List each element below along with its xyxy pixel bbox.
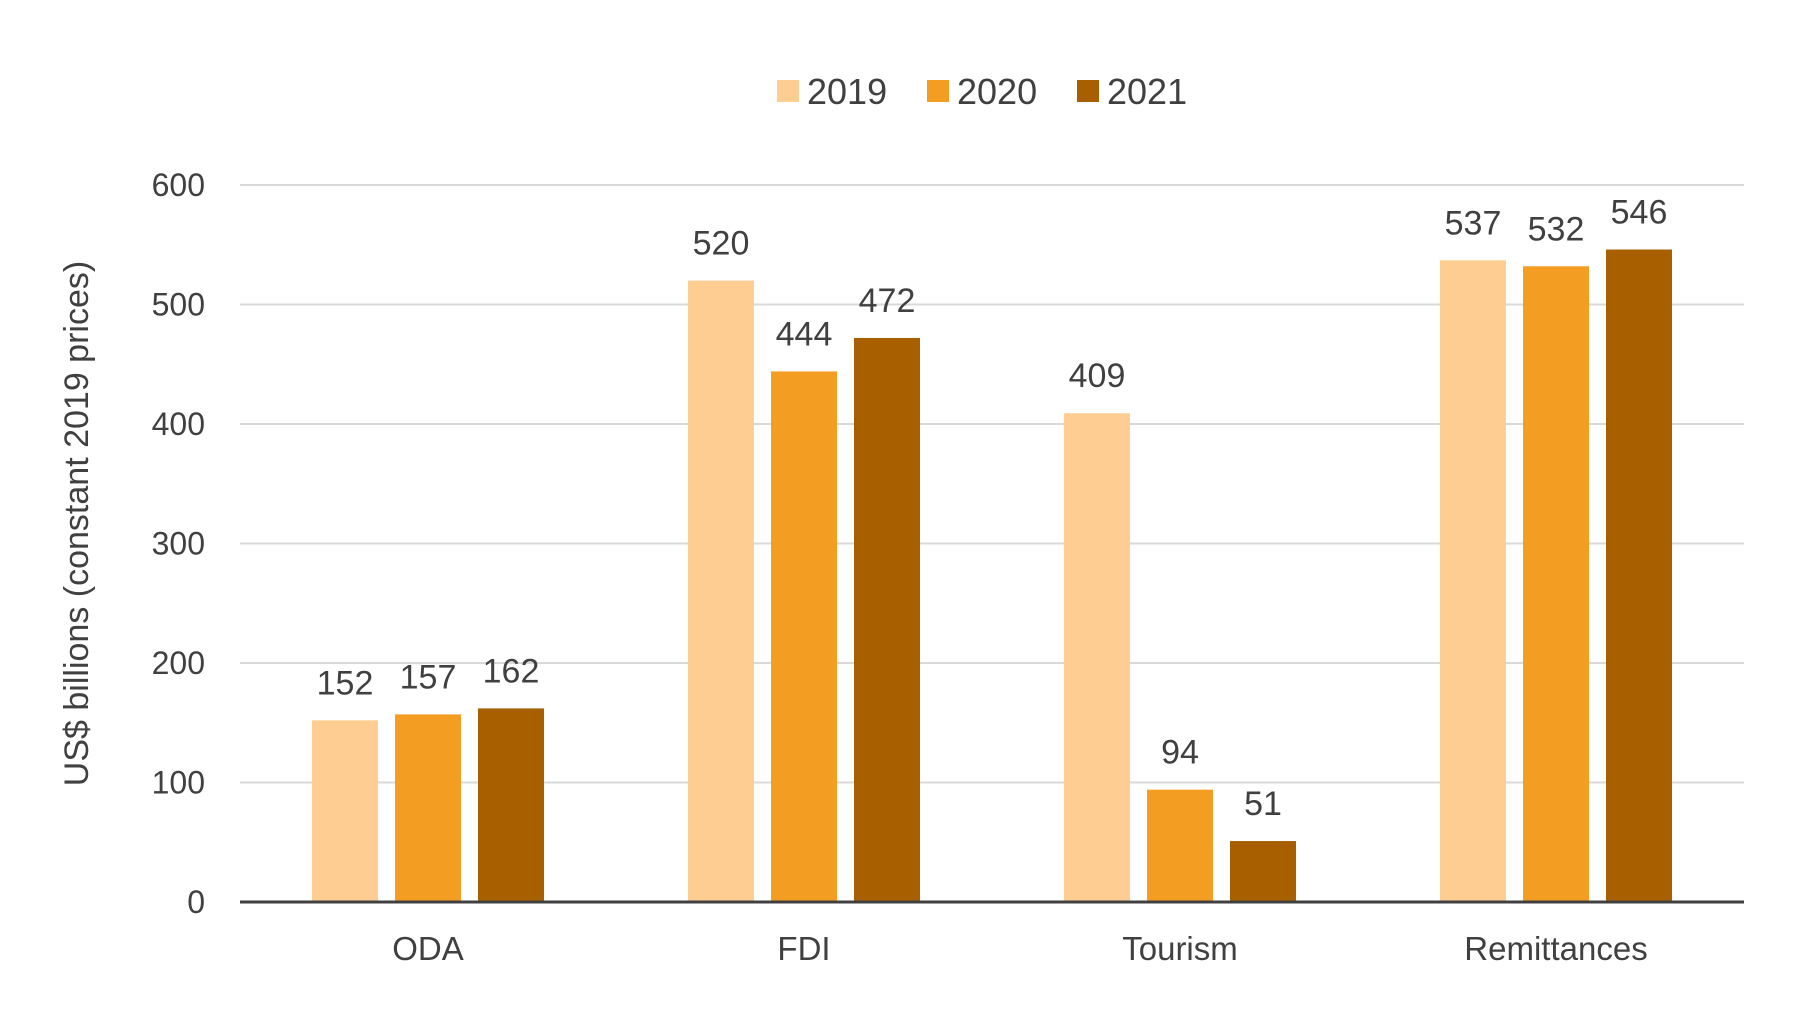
y-tick-label-400: 400 — [152, 406, 205, 442]
x-category-fdi: FDI — [777, 930, 830, 967]
bars — [312, 249, 1672, 903]
x-category-remittances: Remittances — [1464, 930, 1647, 967]
bar-tourism-2021 — [1230, 841, 1296, 902]
data-label-fdi-2021: 472 — [859, 282, 916, 320]
data-label-tourism-2021: 51 — [1244, 785, 1282, 823]
legend-swatch-2019 — [777, 80, 799, 102]
y-tick-label-300: 300 — [152, 526, 205, 562]
bar-remittances-2021 — [1606, 249, 1672, 902]
data-label-tourism-2020: 94 — [1161, 734, 1199, 772]
data-label-oda-2019: 152 — [317, 664, 374, 702]
bar-fdi-2020 — [771, 371, 837, 902]
y-tick-label-500: 500 — [152, 287, 205, 323]
y-axis-label: US$ billions (constant 2019 prices) — [58, 261, 96, 786]
bar-tourism-2019 — [1064, 413, 1130, 902]
data-label-remittances-2020: 532 — [1528, 210, 1585, 248]
bar-remittances-2019 — [1440, 260, 1506, 902]
bar-fdi-2019 — [688, 280, 754, 903]
data-label-remittances-2019: 537 — [1445, 204, 1502, 242]
legend-label-2019: 2019 — [807, 71, 887, 112]
data-labels: 152 157 162 520 444 472 409 94 51 537 532 546 — [317, 194, 1668, 824]
bar-oda-2020 — [395, 714, 461, 902]
bar-tourism-2020 — [1147, 789, 1213, 902]
legend-swatch-2020 — [927, 80, 949, 102]
legend: 2019 2020 2021 — [777, 71, 1187, 112]
data-label-oda-2020: 157 — [400, 658, 457, 696]
data-label-oda-2021: 162 — [483, 652, 540, 690]
data-label-remittances-2021: 546 — [1611, 194, 1668, 232]
bar-oda-2021 — [478, 708, 544, 902]
x-axis-categories: ODA FDI Tourism Remittances — [392, 930, 1647, 967]
legend-label-2020: 2020 — [957, 71, 1037, 112]
data-label-fdi-2019: 520 — [693, 225, 750, 263]
y-tick-label-600: 600 — [152, 167, 205, 203]
y-tick-label-200: 200 — [152, 645, 205, 681]
gridlines — [240, 184, 1744, 784]
y-tick-label-0: 0 — [187, 884, 205, 920]
y-axis-ticks: 0 100 200 300 400 500 600 — [152, 167, 205, 920]
x-category-oda: ODA — [392, 930, 464, 967]
bar-oda-2019 — [312, 720, 378, 902]
data-label-fdi-2020: 444 — [776, 315, 833, 353]
legend-swatch-2021 — [1077, 80, 1099, 102]
bar-remittances-2020 — [1523, 266, 1589, 902]
x-category-tourism: Tourism — [1122, 930, 1238, 967]
legend-label-2021: 2021 — [1107, 71, 1187, 112]
data-label-tourism-2019: 409 — [1069, 357, 1126, 395]
y-tick-label-100: 100 — [152, 765, 205, 801]
bar-fdi-2021 — [854, 337, 920, 903]
